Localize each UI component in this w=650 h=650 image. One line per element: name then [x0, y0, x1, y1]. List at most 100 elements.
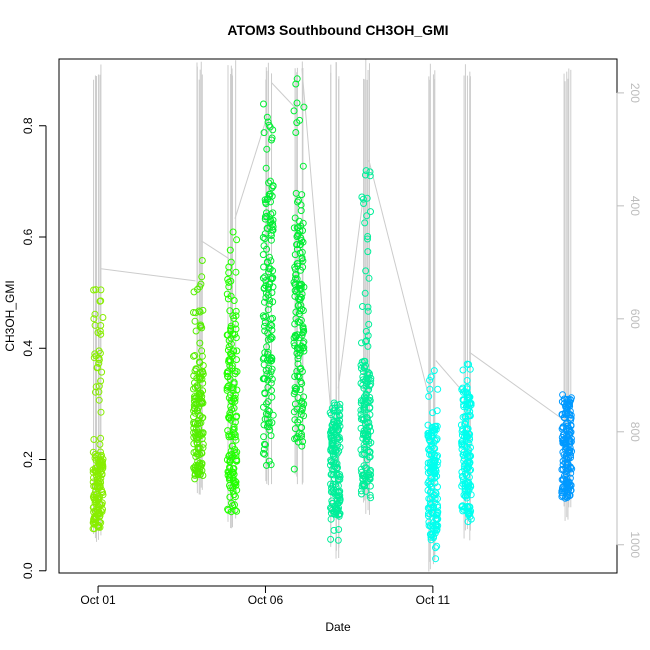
- data-point: [366, 491, 374, 499]
- data-point: [290, 408, 298, 416]
- data-point: [92, 508, 100, 516]
- data-point: [230, 430, 238, 438]
- pressure-transit-line: [469, 351, 565, 421]
- y-axis: 0.0 0.2 0.4 0.6 0.8: [21, 117, 47, 579]
- data-point: [292, 270, 300, 278]
- data-point: [460, 505, 467, 513]
- data-point: [466, 435, 474, 443]
- data-point: [300, 327, 308, 335]
- data-point: [563, 395, 571, 403]
- data-point: [97, 297, 105, 305]
- data-point: [362, 475, 369, 483]
- data-point: [334, 475, 342, 483]
- data-point: [327, 461, 334, 469]
- data-point: [432, 525, 440, 533]
- y-axis-label: CH3OH_GMI: [3, 280, 17, 351]
- data-point: [260, 354, 268, 362]
- data-point: [463, 385, 471, 393]
- data-point: [424, 464, 432, 472]
- pressure-transit-line: [337, 200, 364, 389]
- data-point: [96, 440, 104, 448]
- data-point: [458, 445, 466, 453]
- data-point: [263, 461, 270, 469]
- data-point: [190, 424, 198, 432]
- data-point: [366, 168, 374, 176]
- data-point: [558, 466, 566, 473]
- data-point: [424, 421, 432, 429]
- series-7: [558, 391, 576, 502]
- pressure-transit-line: [368, 160, 431, 401]
- x-tick-label: Oct 11: [416, 593, 451, 607]
- data-point: [230, 470, 238, 478]
- data-point: [194, 457, 202, 465]
- data-point: [267, 432, 275, 440]
- data-point: [264, 398, 272, 406]
- data-point: [298, 331, 306, 339]
- x-axis-label: Date: [325, 620, 351, 634]
- data-point: [464, 407, 472, 415]
- data-point: [430, 467, 438, 474]
- y-tick-label: 0.6: [21, 228, 35, 245]
- data-point: [265, 121, 273, 129]
- data-point: [367, 466, 374, 474]
- pressure-transit-line: [301, 68, 333, 429]
- data-point: [268, 334, 276, 342]
- data-point: [191, 352, 199, 359]
- data-point: [190, 413, 197, 421]
- data-point: [196, 339, 204, 347]
- data-point: [269, 274, 277, 282]
- data-point: [233, 507, 241, 515]
- series-3: [223, 228, 241, 516]
- data-point: [461, 480, 469, 488]
- data-point: [259, 449, 267, 457]
- data-point: [267, 236, 275, 244]
- data-point: [269, 267, 277, 275]
- data-point: [363, 194, 371, 202]
- data-point: [459, 384, 467, 392]
- data-point: [424, 429, 432, 437]
- data-point: [198, 459, 206, 467]
- data-point: [357, 446, 365, 454]
- data-point: [99, 463, 107, 470]
- data-point: [266, 177, 274, 185]
- data-point: [94, 451, 102, 459]
- data-point: [198, 397, 206, 405]
- data-point: [294, 260, 302, 268]
- data-point: [230, 423, 238, 431]
- data-point: [223, 384, 231, 392]
- pressure-transit-line: [201, 240, 230, 260]
- data-point: [291, 287, 299, 295]
- data-point: [92, 388, 99, 396]
- data-point: [230, 404, 238, 412]
- data-point: [561, 414, 569, 422]
- data-point: [434, 385, 442, 393]
- data-point: [298, 237, 306, 245]
- data-point: [265, 179, 273, 187]
- data-point: [261, 319, 269, 327]
- data-point: [461, 487, 469, 495]
- data-point: [366, 172, 374, 180]
- data-point: [95, 396, 103, 404]
- data-point: [462, 413, 470, 421]
- data-point: [263, 423, 271, 431]
- data-point: [433, 407, 441, 415]
- series-4: [259, 75, 308, 473]
- data-point: [261, 441, 269, 449]
- data-point: [331, 490, 339, 498]
- data-point: [191, 475, 199, 483]
- data-point: [198, 324, 206, 332]
- data-point: [231, 370, 239, 378]
- data-point: [259, 234, 267, 241]
- data-point: [299, 323, 307, 331]
- data-point: [263, 370, 271, 378]
- data-point: [194, 419, 202, 427]
- secondary-tick-label: 1000: [628, 531, 642, 558]
- data-point: [336, 406, 344, 414]
- data-point: [260, 129, 268, 137]
- data-point: [261, 389, 269, 397]
- data-point: [360, 357, 368, 365]
- data-point: [365, 437, 373, 445]
- data-point: [260, 242, 268, 250]
- x-tick-label: Oct 01: [80, 593, 116, 607]
- data-point: [335, 498, 343, 506]
